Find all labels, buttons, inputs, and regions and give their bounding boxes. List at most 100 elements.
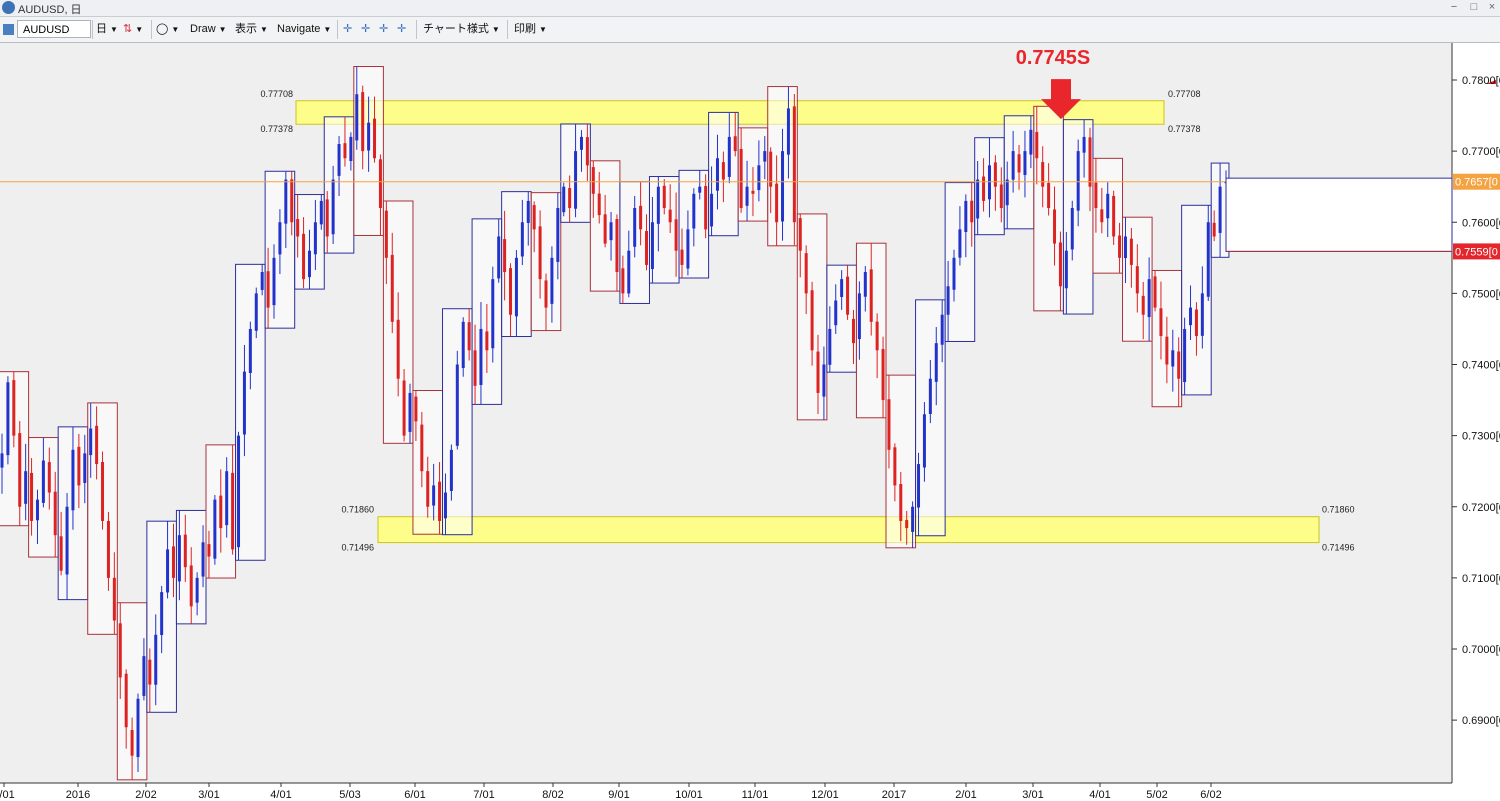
candle-body bbox=[710, 193, 714, 227]
chart-canvas[interactable]: 0.77708 0.77378 0.77708 0.77378 0.71860 0.714… bbox=[0, 43, 1500, 801]
candle-body bbox=[804, 253, 808, 294]
y-tick-label: 0.7100[0 bbox=[1462, 573, 1500, 585]
candle-body bbox=[952, 257, 956, 290]
timeframe-dropdown[interactable]: 日 ▼ bbox=[96, 21, 118, 38]
candle-body bbox=[1189, 307, 1193, 326]
candle-body bbox=[733, 136, 737, 152]
crosshair-tool-4[interactable]: ✛ bbox=[397, 21, 406, 38]
candle-body bbox=[6, 382, 10, 456]
close-icon[interactable]: × bbox=[1488, 1, 1496, 13]
y-tick-label: 0.7300[0 bbox=[1462, 431, 1500, 443]
view-label: 表示 bbox=[235, 23, 257, 35]
candle-body bbox=[473, 350, 477, 386]
candle-body bbox=[881, 349, 885, 401]
candle-body bbox=[12, 380, 16, 436]
chart-style-label: チャート様式 bbox=[423, 23, 489, 35]
minimize-icon[interactable]: − bbox=[1450, 1, 1458, 13]
window-title: AUDUSD, 日 bbox=[18, 4, 82, 16]
candle-body bbox=[851, 318, 855, 344]
candle-style-dropdown[interactable]: ⇅ ▼ bbox=[123, 21, 143, 38]
secondary-price-tag bbox=[1453, 243, 1500, 260]
y-tick-label: 0.7000[0 bbox=[1462, 644, 1500, 656]
price-axis[interactable] bbox=[1452, 43, 1500, 783]
chart-app-icon bbox=[2, 1, 15, 14]
resistance-top-label-right: 0.77708 bbox=[1168, 89, 1201, 99]
x-tick-label: 9/01 bbox=[608, 789, 629, 801]
chart-type-icon[interactable] bbox=[3, 24, 14, 35]
time-axis[interactable] bbox=[0, 783, 1500, 801]
candle-body bbox=[1041, 162, 1045, 187]
candle-body bbox=[65, 506, 69, 575]
support-zone bbox=[377, 516, 1320, 544]
candle-body bbox=[1129, 238, 1133, 265]
crosshair-icon: ✛ bbox=[361, 23, 371, 35]
candle-body bbox=[219, 495, 223, 529]
x-tick-label: 3/01 bbox=[198, 789, 219, 801]
candle-body bbox=[532, 205, 536, 230]
candle-body bbox=[585, 137, 589, 166]
chevron-down-icon: ▼ bbox=[539, 25, 547, 34]
candle-body bbox=[101, 461, 105, 521]
timeframe-label: 日 bbox=[96, 23, 107, 35]
candle-body bbox=[1005, 179, 1009, 206]
candle-body bbox=[302, 233, 306, 280]
candle-body bbox=[792, 106, 796, 223]
candle-body bbox=[1141, 295, 1145, 315]
view-menu[interactable]: 表示 ▼ bbox=[235, 21, 268, 38]
candle-body bbox=[786, 108, 790, 155]
candle-body bbox=[207, 544, 211, 557]
candle-body bbox=[550, 257, 554, 304]
candle-body bbox=[520, 222, 524, 257]
candle-body bbox=[603, 214, 607, 244]
candle-body bbox=[390, 254, 394, 322]
candle-body bbox=[30, 472, 34, 521]
candle-body bbox=[757, 165, 761, 191]
candle-body bbox=[53, 491, 57, 536]
crosshair-icon: ✛ bbox=[343, 23, 353, 35]
print-menu[interactable]: 印刷 ▼ bbox=[514, 21, 547, 38]
candle-body bbox=[142, 656, 146, 696]
candle-body bbox=[420, 424, 424, 472]
crosshair-icon: ✛ bbox=[397, 23, 407, 35]
crosshair-tool-3[interactable]: ✛ bbox=[379, 21, 388, 38]
candle-body bbox=[745, 186, 749, 206]
x-tick-label: 10/01 bbox=[675, 789, 703, 801]
crosshair-tool-2[interactable]: ✛ bbox=[361, 21, 370, 38]
toolbar-separator bbox=[337, 20, 338, 39]
price-chart[interactable]: 0.77708 0.77378 0.77708 0.77378 0.71860 0.714… bbox=[0, 43, 1500, 801]
candle-body bbox=[1171, 350, 1175, 367]
candle-body bbox=[781, 151, 785, 222]
candle-body bbox=[1135, 266, 1139, 294]
candle-body bbox=[544, 280, 548, 308]
chevron-down-icon: ▼ bbox=[135, 25, 144, 34]
candle-body bbox=[1070, 208, 1074, 250]
weekly-range-box bbox=[235, 263, 266, 561]
navigate-menu[interactable]: Navigate ▼ bbox=[277, 21, 331, 38]
candle-body bbox=[18, 433, 22, 507]
x-tick-label: 2/01 bbox=[0, 789, 15, 801]
y-tick-label: 0.7500[0 bbox=[1462, 288, 1500, 300]
draw-menu[interactable]: Draw ▼ bbox=[190, 21, 227, 38]
candle-body bbox=[627, 250, 631, 294]
print-label: 印刷 bbox=[514, 23, 536, 35]
resistance-top-label-left: 0.77708 bbox=[260, 89, 293, 99]
candle-body bbox=[242, 371, 246, 435]
candle-body bbox=[556, 208, 560, 262]
candle-body bbox=[254, 293, 258, 331]
candle-body bbox=[426, 471, 430, 507]
maximize-icon[interactable]: □ bbox=[1470, 1, 1478, 13]
sell-arrow-icon bbox=[1041, 79, 1081, 120]
chart-style-menu[interactable]: チャート様式 ▼ bbox=[423, 21, 500, 38]
shape-dropdown[interactable]: ◯ ▼ bbox=[156, 21, 179, 38]
candle-body bbox=[597, 193, 601, 216]
crosshair-tool-1[interactable]: ✛ bbox=[343, 21, 352, 38]
chart-toolbar: AUDUSD 日 ▼ ⇅ ▼ ◯ ▼ Draw ▼ 表示 ▼ Navigate ▼ ✛ ✛ … bbox=[0, 17, 1500, 43]
candle-body bbox=[893, 447, 897, 486]
candle-body bbox=[639, 205, 643, 230]
candle-body bbox=[384, 210, 388, 258]
candle-body bbox=[514, 257, 518, 317]
candle-body bbox=[887, 399, 891, 450]
symbol-input[interactable]: AUDUSD bbox=[17, 20, 91, 38]
candle-body bbox=[284, 179, 288, 224]
candle-body bbox=[237, 435, 241, 548]
